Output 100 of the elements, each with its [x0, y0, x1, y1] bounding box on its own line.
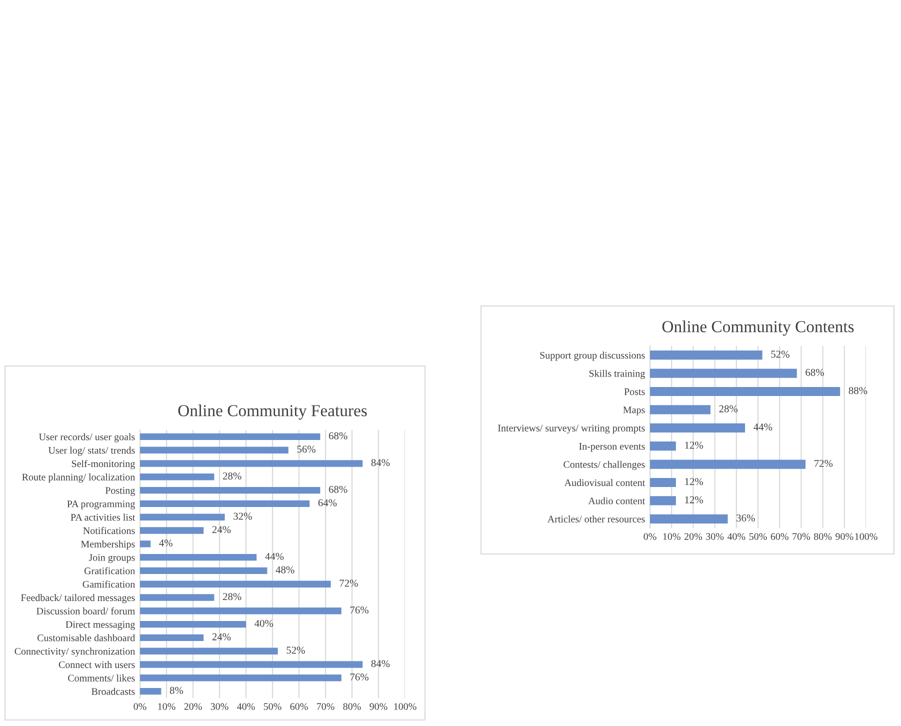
y-tick-label: PA activities list [70, 514, 136, 521]
bar [140, 433, 320, 440]
x-tick-label: 50% [749, 533, 767, 540]
bar [650, 386, 840, 396]
data-label: 44% [265, 552, 284, 560]
y-tick-label: Gamification [82, 580, 135, 588]
bar [140, 460, 363, 467]
data-label: 36% [736, 514, 755, 522]
y-tick-label: Posts [624, 388, 645, 396]
bar [140, 648, 278, 654]
y-tick-label: Gratification [84, 567, 135, 574]
bar [140, 554, 257, 561]
y-tick-label: Customisable dashboard [38, 634, 136, 642]
bar [650, 478, 676, 488]
data-label: 72% [340, 580, 358, 587]
x-tick-label: 30% [706, 533, 724, 540]
y-tick-label: Notifications [83, 526, 135, 534]
bar [140, 527, 204, 534]
y-tick-label: In-person events [579, 443, 645, 452]
data-label: 76% [350, 606, 368, 614]
data-label: 48% [276, 566, 294, 574]
x-tick-label: 80% [343, 703, 361, 710]
bar [140, 674, 342, 682]
y-tick-label: PA programming [67, 500, 135, 510]
bar [140, 514, 225, 520]
bar [650, 423, 746, 432]
x-tick-label: 10% [663, 533, 680, 540]
data-label: 32% [234, 512, 252, 520]
y-tick-label: Discussion board/ forum [36, 607, 135, 614]
y-tick-label: Audiovisual content [564, 479, 646, 486]
data-label: 52% [771, 350, 790, 358]
bar [140, 594, 214, 601]
x-tick-label: 90% [370, 703, 388, 710]
y-tick-label: Interviews/ surveys/ writing prompts [498, 424, 645, 434]
y-tick-label: Maps [623, 406, 645, 416]
y-tick-label: Articles/ other resources [547, 515, 645, 522]
data-label: 44% [754, 423, 772, 431]
bar [140, 634, 204, 642]
data-label: 28% [222, 593, 242, 600]
y-tick-label: Self-monitoring [72, 460, 135, 470]
x-tick-label: 70% [316, 703, 334, 710]
bar [140, 446, 288, 454]
data-label: 68% [328, 486, 348, 493]
data-label: 40% [254, 620, 274, 627]
x-tick-label: 60% [770, 533, 788, 540]
data-label: 4% [159, 539, 172, 547]
x-tick-label: 10% [158, 703, 176, 710]
x-tick-label: 20% [684, 533, 702, 540]
data-label: 76% [350, 673, 368, 681]
data-label: 56% [297, 446, 316, 453]
data-label: 12% [685, 478, 703, 486]
y-tick-label: Route planning/ localization [22, 473, 135, 483]
bar [140, 540, 151, 548]
data-label: 24% [212, 526, 231, 534]
x-tick-label: 100% [855, 533, 878, 540]
y-tick-label: User log/ stats/ trends [48, 446, 135, 456]
y-tick-label: Contests/ challenges [564, 460, 645, 470]
data-label: 84% [371, 660, 390, 668]
chart-title: Online Community Features [178, 404, 367, 420]
data-label: 88% [848, 387, 868, 394]
x-tick-label: 70% [792, 533, 810, 540]
y-tick-label: Join groups [88, 554, 135, 563]
bar [140, 474, 214, 480]
data-label: 28% [719, 405, 738, 412]
bar [650, 514, 728, 524]
x-tick-label: 100% [394, 703, 416, 710]
data-label: 12% [685, 442, 703, 449]
y-tick-label: Direct messaging [66, 621, 135, 630]
data-label: 12% [685, 496, 703, 504]
x-tick-label: 90% [836, 533, 854, 540]
y-tick-label: Feedback/ tailored messages [21, 594, 135, 604]
bar [650, 350, 762, 360]
bar [140, 661, 363, 668]
y-tick-label: User records/ user goals [38, 433, 135, 442]
bar [140, 567, 268, 574]
data-label: 64% [318, 499, 337, 506]
data-label: 72% [814, 460, 833, 467]
bar [650, 496, 676, 506]
bar [140, 608, 342, 614]
x-tick-label: 40% [727, 533, 746, 540]
y-tick-label: Comments/ likes [68, 674, 135, 682]
data-label: 84% [371, 459, 390, 466]
bar [140, 486, 320, 494]
data-label: 68% [328, 432, 348, 440]
bar [650, 405, 710, 414]
y-tick-label: Connect with users [58, 661, 135, 668]
data-label: 52% [286, 646, 305, 654]
bar [650, 368, 797, 378]
bar [140, 500, 310, 508]
data-label: 24% [212, 633, 231, 640]
bar [650, 442, 676, 451]
bar [140, 580, 331, 588]
chart-title: Online Community Contents [662, 320, 854, 336]
x-tick-label: 40% [237, 703, 255, 710]
bar [140, 688, 162, 695]
x-tick-label: 80% [814, 533, 832, 540]
x-tick-label: 0% [134, 703, 146, 710]
y-tick-label: Connectivity/ synchronization [14, 648, 135, 657]
x-tick-label: 50% [264, 703, 282, 710]
data-label: 68% [806, 368, 824, 376]
